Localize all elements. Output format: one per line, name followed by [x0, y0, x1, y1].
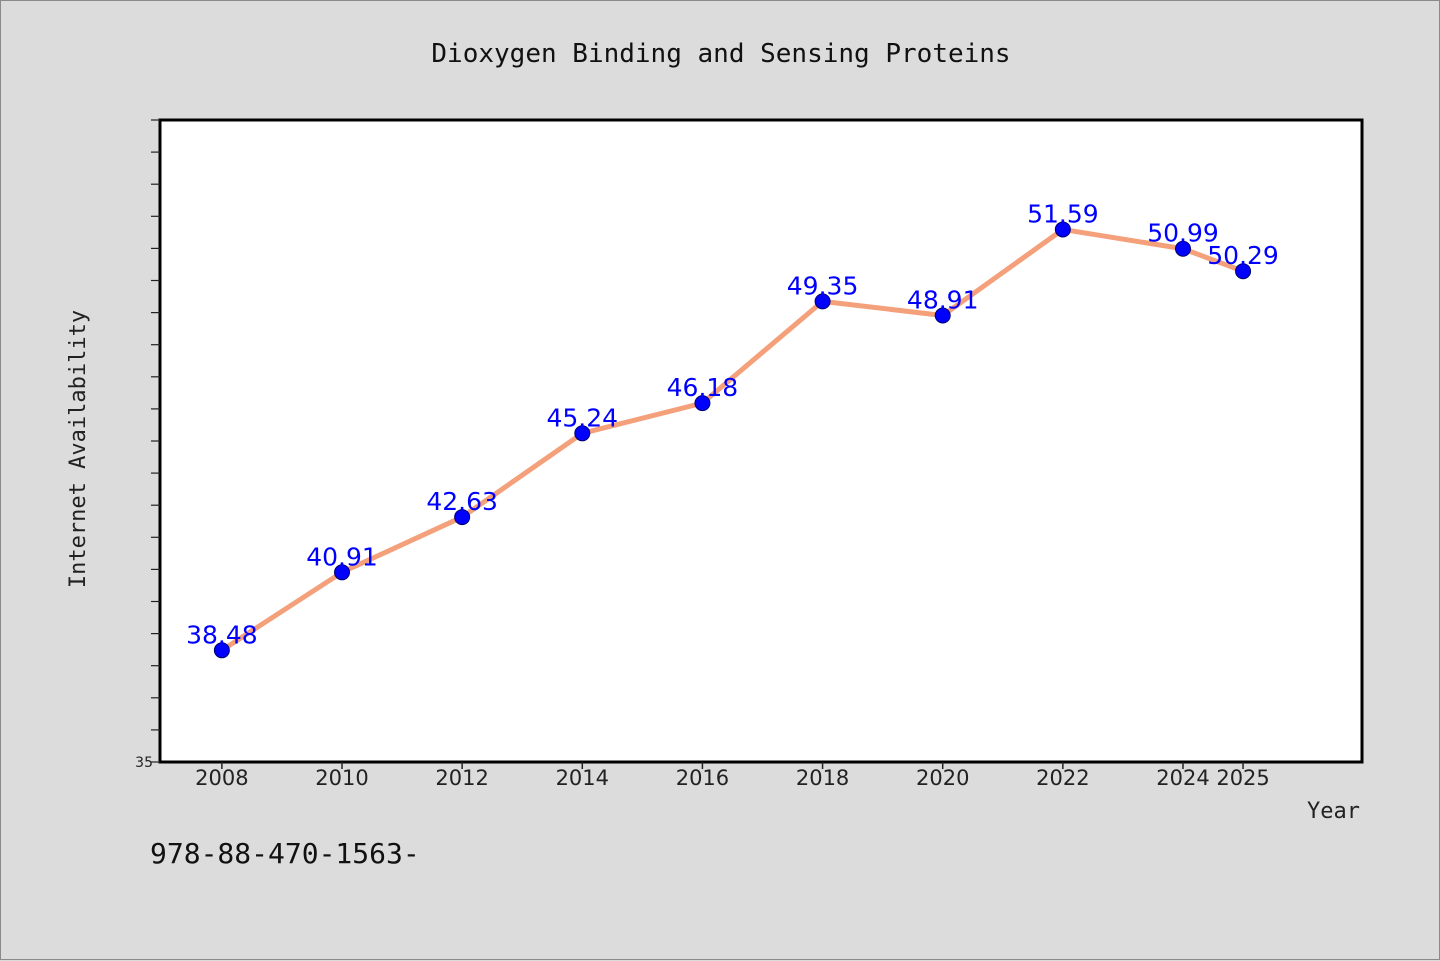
data-label: 48.91 [907, 285, 979, 314]
data-point [694, 395, 711, 412]
y-axis-ticks [151, 119, 160, 763]
data-point [1235, 263, 1252, 280]
data-label: 50.29 [1207, 241, 1279, 270]
data-label: 45.24 [547, 403, 619, 432]
data-label: 50.99 [1147, 219, 1219, 248]
footer-code: 978-88-470-1563- [150, 837, 420, 870]
x-tick-label: 2016 [676, 766, 729, 790]
x-tick-label: 2020 [916, 766, 969, 790]
x-tick-label: 2010 [315, 766, 368, 790]
data-label: 49.35 [787, 271, 859, 300]
chart-title: Dioxygen Binding and Sensing Proteins [431, 39, 1010, 69]
data-point [1174, 240, 1191, 257]
data-point [213, 642, 230, 659]
data-point [1054, 221, 1071, 238]
data-point [934, 307, 951, 324]
x-axis-label: Year [1307, 799, 1360, 824]
series-layer: 38.48 40.91 42.63 45.24 46.18 49.35 48.91 51.59… [186, 199, 1279, 659]
x-tick-label: 2014 [556, 766, 609, 790]
data-label: 42.63 [426, 487, 498, 516]
plot-area [158, 118, 1364, 764]
x-axis-ticks [221, 762, 1244, 769]
data-point [334, 564, 351, 581]
series-line [219, 226, 1246, 653]
data-label: 38.48 [186, 620, 258, 649]
x-tick-label: 2008 [195, 766, 248, 790]
x-tick-label: 2022 [1036, 766, 1089, 790]
data-label: 46.18 [667, 373, 739, 402]
x-tick-label: 2018 [796, 766, 849, 790]
x-tick-label: 2012 [435, 766, 488, 790]
data-point [574, 425, 591, 442]
x-axis-tick-labels: 2008 2010 2012 2014 2016 2018 2020 2022 2024 2025 [195, 766, 1270, 790]
data-point [454, 509, 471, 526]
y-tick-label-35: 35 [135, 755, 153, 771]
x-tick-label: 2024 [1156, 766, 1209, 790]
data-point [814, 293, 831, 310]
data-label: 40.91 [306, 542, 378, 571]
data-label: 51.59 [1027, 199, 1099, 228]
x-tick-label: 2025 [1216, 766, 1269, 790]
y-axis-label: Internet Availability [66, 310, 91, 588]
